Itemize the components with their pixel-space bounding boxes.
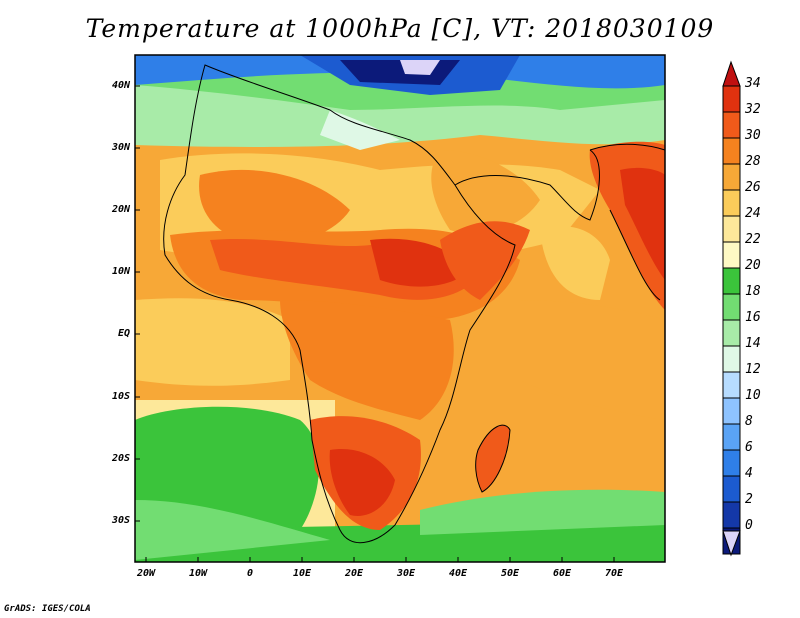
axis-ticks: [135, 85, 615, 562]
lon-label-0: 0: [246, 568, 254, 579]
grads-credit: GrADS: IGES/COLA: [4, 604, 91, 614]
colorbar-label-32: 32: [745, 102, 761, 117]
colorbar-swatch: [722, 215, 741, 243]
lon-label-70e: 70E: [604, 568, 624, 579]
colorbar-swatch: [722, 501, 741, 529]
colorbar-label-10: 10: [745, 388, 761, 403]
lon-label-40e: 40E: [448, 568, 468, 579]
plot-frame: [134, 54, 666, 563]
colorbar-swatch: [722, 163, 741, 191]
colorbar-swatch: [722, 397, 741, 425]
coastlines: [163, 64, 666, 544]
colorbar-top-cap: [722, 60, 741, 87]
lat-label-40n: 40N: [111, 80, 130, 91]
colorbar: [722, 60, 741, 557]
lat-label-30s: 30S: [111, 515, 130, 526]
colorbar-swatch: [722, 449, 741, 477]
colorbar-label-22: 22: [745, 232, 761, 247]
colorbar-label-8: 8: [745, 414, 753, 429]
colorbar-label-20: 20: [745, 258, 761, 273]
colorbar-label-12: 12: [745, 362, 761, 377]
lon-label-50e: 50E: [500, 568, 520, 579]
colorbar-swatch: [722, 371, 741, 399]
colorbar-label-26: 26: [745, 180, 761, 195]
colorbar-label-18: 18: [745, 284, 761, 299]
lat-label-10n: 10N: [111, 266, 130, 277]
lat-label-10s: 10S: [111, 391, 130, 402]
colorbar-label-2: 2: [745, 492, 753, 507]
colorbar-label-0: 0: [745, 518, 753, 533]
lon-label-20w: 20W: [136, 568, 156, 579]
lat-label-eq: EQ: [117, 328, 130, 339]
lat-label-30n: 30N: [111, 142, 130, 153]
colorbar-swatch: [722, 319, 741, 347]
lon-label-10w: 10W: [188, 568, 208, 579]
colorbar-swatch: [722, 345, 741, 373]
colorbar-swatch: [722, 189, 741, 217]
colorbar-swatch: [722, 137, 741, 165]
colorbar-swatch: [722, 111, 741, 139]
colorbar-label-6: 6: [745, 440, 753, 455]
colorbar-label-4: 4: [745, 466, 753, 481]
colorbar-bottom-cap: [722, 530, 741, 557]
lon-label-30e: 30E: [396, 568, 416, 579]
lon-label-20e: 20E: [344, 568, 364, 579]
colorbar-swatch: [722, 423, 741, 451]
lat-label-20n: 20N: [111, 204, 130, 215]
colorbar-label-24: 24: [745, 206, 761, 221]
colorbar-label-14: 14: [745, 336, 761, 351]
colorbar-swatch: [722, 293, 741, 321]
colorbar-label-30: 30: [745, 128, 761, 143]
colorbar-label-34: 34: [745, 76, 761, 91]
colorbar-swatch: [722, 85, 741, 113]
lon-label-60e: 60E: [552, 568, 572, 579]
lat-label-20s: 20S: [111, 453, 130, 464]
lon-label-10e: 10E: [292, 568, 312, 579]
colorbar-swatch: [722, 267, 741, 295]
colorbar-swatch: [722, 241, 741, 269]
temperature-field: [135, 55, 665, 562]
colorbar-swatch: [722, 475, 741, 503]
map-title: Temperature at 1000hPa [C], VT: 20180301…: [85, 14, 715, 43]
colorbar-label-16: 16: [745, 310, 761, 325]
colorbar-label-28: 28: [745, 154, 761, 169]
